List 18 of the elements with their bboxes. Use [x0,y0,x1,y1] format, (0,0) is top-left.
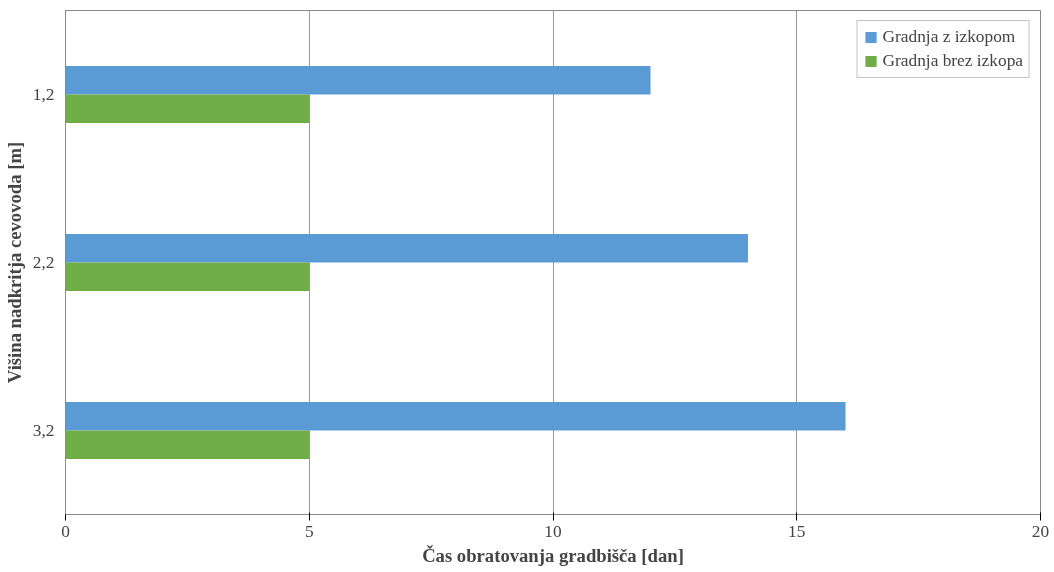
bar [65,401,846,431]
bar [65,233,748,263]
bar [65,65,651,95]
x-axis-title: Čas obratovanja gradbišča [dan] [422,544,684,566]
y-axis-title: Višina nadkritja cevovoda [m] [3,141,25,384]
x-tick-label: 5 [304,521,314,541]
x-tick-label: 0 [61,521,70,541]
y-tick-label: 3,2 [32,421,55,440]
bar [65,94,310,124]
x-tick-label: 15 [788,521,806,541]
bar [65,430,310,460]
bar [65,262,310,292]
legend-label: Gradnja z izkopom [882,27,1016,47]
x-tick-label: 20 [1031,521,1050,541]
x-tick-label: 10 [544,521,562,541]
y-tick-label: 1,2 [32,85,55,104]
legend-label: Gradnja brez izkopa [882,51,1023,71]
y-tick-label: 2,2 [32,253,55,272]
